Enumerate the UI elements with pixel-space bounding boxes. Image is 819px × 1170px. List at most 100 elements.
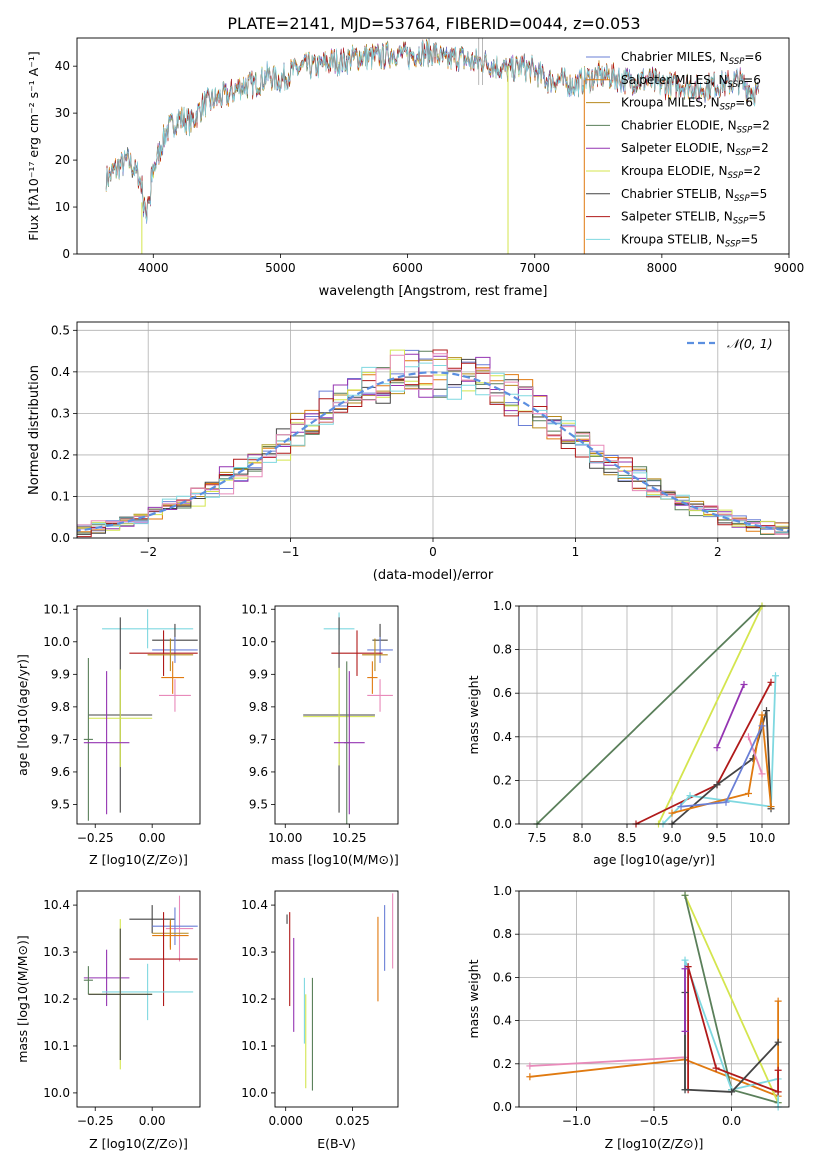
y-tick-label: 0.2 <box>493 1057 512 1071</box>
axes-frame <box>76 37 790 255</box>
legend-label: Chabrier MILES, NSSP=6 <box>621 50 762 67</box>
weight-marker <box>772 672 779 680</box>
x-tick-label: −1 <box>282 545 300 559</box>
y-tick-label: 9.5 <box>249 797 268 811</box>
legend: Chabrier MILES, NSSP=6 Salpeter MILES, NS… <box>586 50 770 249</box>
x-axis-label: age [log10(age/yr)] <box>593 852 715 867</box>
weight-marker <box>774 1066 782 1074</box>
legend-label: Salpeter ELODIE, NSSP=2 <box>621 141 769 158</box>
weight-marker <box>767 803 775 811</box>
weight-marker <box>774 1088 782 1096</box>
y-tick-label: 0 <box>62 247 70 261</box>
y-tick-label: 9.6 <box>51 765 70 779</box>
y-tick-label: 10.3 <box>241 945 268 959</box>
y-axis-label: mass [log10(M/M⊙)] <box>15 935 30 1063</box>
y-tick-label: 20 <box>55 153 70 167</box>
y-tick-label: 9.7 <box>249 732 268 746</box>
x-axis-label: Z [log10(Z/Z⊙)] <box>605 1136 704 1151</box>
weight-marker <box>774 997 782 1005</box>
y-tick-label: 10.1 <box>43 1039 70 1053</box>
y-tick-label: 1.0 <box>493 884 512 898</box>
y-tick-label: 9.5 <box>51 797 70 811</box>
weight-marker <box>758 711 766 719</box>
x-tick-label: 0 <box>429 545 437 559</box>
axes-frame <box>76 605 201 825</box>
y-tick-label: 9.9 <box>249 667 268 681</box>
x-tick-label: 10.25 <box>332 831 366 845</box>
weight-lines <box>533 602 779 828</box>
legend-label: Chabrier STELIB, NSSP=5 <box>621 187 767 204</box>
legend-label: Chabrier ELODIE, NSSP=2 <box>621 118 770 135</box>
weight-line <box>529 1056 686 1067</box>
axes-frame <box>76 890 201 1108</box>
x-tick-label: 9.5 <box>707 831 726 845</box>
legend-label: 𝒩(0, 1) <box>727 336 773 351</box>
mass_vs_Z-panel: −0.25 0.00 10.0 10.1 10.2 10.3 10.4 Z [log10(Z/… <box>15 890 201 1151</box>
x-axis-label: (data-model)/error <box>373 568 494 583</box>
legend-label: Salpeter STELIB, NSSP=5 <box>621 210 766 227</box>
y-axis-label: Flux [fλ10⁻¹⁷ erg cm⁻² s⁻¹ A⁻¹] <box>26 51 41 240</box>
axes-frame <box>518 890 790 1108</box>
y-tick-label: 10.0 <box>241 635 268 649</box>
weight-marker <box>686 792 694 800</box>
spectrum-lines <box>105 38 759 254</box>
mass_weight_vs_Z-panel: −1.0 −0.5 0.0 0.0 0.2 0.4 0.6 0.8 1.0 Z [log10(Z/… <box>466 884 790 1151</box>
spectrum-line <box>105 38 759 222</box>
y-tick-label: 0.8 <box>493 643 512 657</box>
y-tick-label: 0.2 <box>493 773 512 787</box>
y-tick-label: 0.8 <box>493 927 512 941</box>
x-axis-label: wavelength [Angstrom, rest frame] <box>319 284 548 299</box>
histograms <box>77 349 789 538</box>
x-tick-label: 4000 <box>138 261 169 275</box>
x-axis-label: Z [log10(Z/Z⊙)] <box>89 852 188 867</box>
weight-marker <box>713 781 721 789</box>
x-tick-label: 0.0 <box>722 1114 741 1128</box>
age_vs_Z-panel: −0.25 0.00 9.5 9.6 9.7 9.8 9.9 10.0 10.1 Z [log10… <box>15 602 201 867</box>
legend-label: Kroupa STELIB, NSSP=5 <box>621 232 758 249</box>
weight-line <box>635 681 772 825</box>
axes-frame <box>274 605 399 825</box>
weight-line <box>684 992 779 1093</box>
y-tick-label: 9.9 <box>51 667 70 681</box>
y-tick-label: 0.6 <box>493 686 512 700</box>
y-tick-label: 0.0 <box>493 817 512 831</box>
weight-marker <box>526 1062 534 1070</box>
weight-lines <box>526 891 782 1111</box>
legend-label: Kroupa ELODIE, NSSP=2 <box>621 164 761 181</box>
errorbars <box>83 895 198 1070</box>
legend-label: Salpeter MILES, NSSP=6 <box>621 73 761 90</box>
y-tick-label: 10.1 <box>241 1039 268 1053</box>
y-tick-label: 0.4 <box>493 1014 512 1028</box>
axes-frame <box>274 890 399 1108</box>
y-tick-label: 0.0 <box>51 531 70 545</box>
y-tick-label: 10.4 <box>241 898 268 912</box>
weight-marker <box>681 1027 689 1035</box>
y-tick-label: 0.4 <box>51 365 70 379</box>
x-tick-label: 0.00 <box>139 831 166 845</box>
axes-frame <box>76 321 790 539</box>
spectrum-panel: 4000 5000 6000 7000 8000 9000 0 10 20 30 40 wavelen… <box>26 37 805 299</box>
x-tick-label: 9000 <box>774 261 805 275</box>
weight-marker <box>745 733 752 741</box>
axes-frame <box>518 605 790 825</box>
weight-line <box>536 605 763 825</box>
weight-line <box>684 894 779 1104</box>
x-tick-label: −2 <box>139 545 157 559</box>
y-tick-label: 0.6 <box>493 970 512 984</box>
y-tick-label: 10.0 <box>43 1086 70 1100</box>
y-tick-label: 40 <box>55 59 70 73</box>
y-tick-label: 10.0 <box>241 1086 268 1100</box>
y-tick-label: 9.6 <box>249 765 268 779</box>
y-tick-label: 0.0 <box>493 1100 512 1114</box>
x-tick-label: −1.0 <box>562 1114 591 1128</box>
errorbars <box>303 612 393 824</box>
y-tick-label: 0.4 <box>493 730 512 744</box>
chart-panels: 4000 5000 6000 7000 8000 9000010203040wavelen… <box>15 37 805 1151</box>
mass_weight_vs_age-panel: 7.5 8.0 8.5 9.0 9.5 10.0 0.0 0.2 0.4 0.6 0.8 1.0 age… <box>466 599 790 867</box>
weight-line <box>662 675 777 825</box>
x-tick-label: 7.5 <box>527 831 546 845</box>
x-tick-label: 6000 <box>392 261 423 275</box>
weight-marker <box>740 680 748 688</box>
weight-line <box>716 684 745 749</box>
x-tick-label: 0.000 <box>269 1114 303 1128</box>
